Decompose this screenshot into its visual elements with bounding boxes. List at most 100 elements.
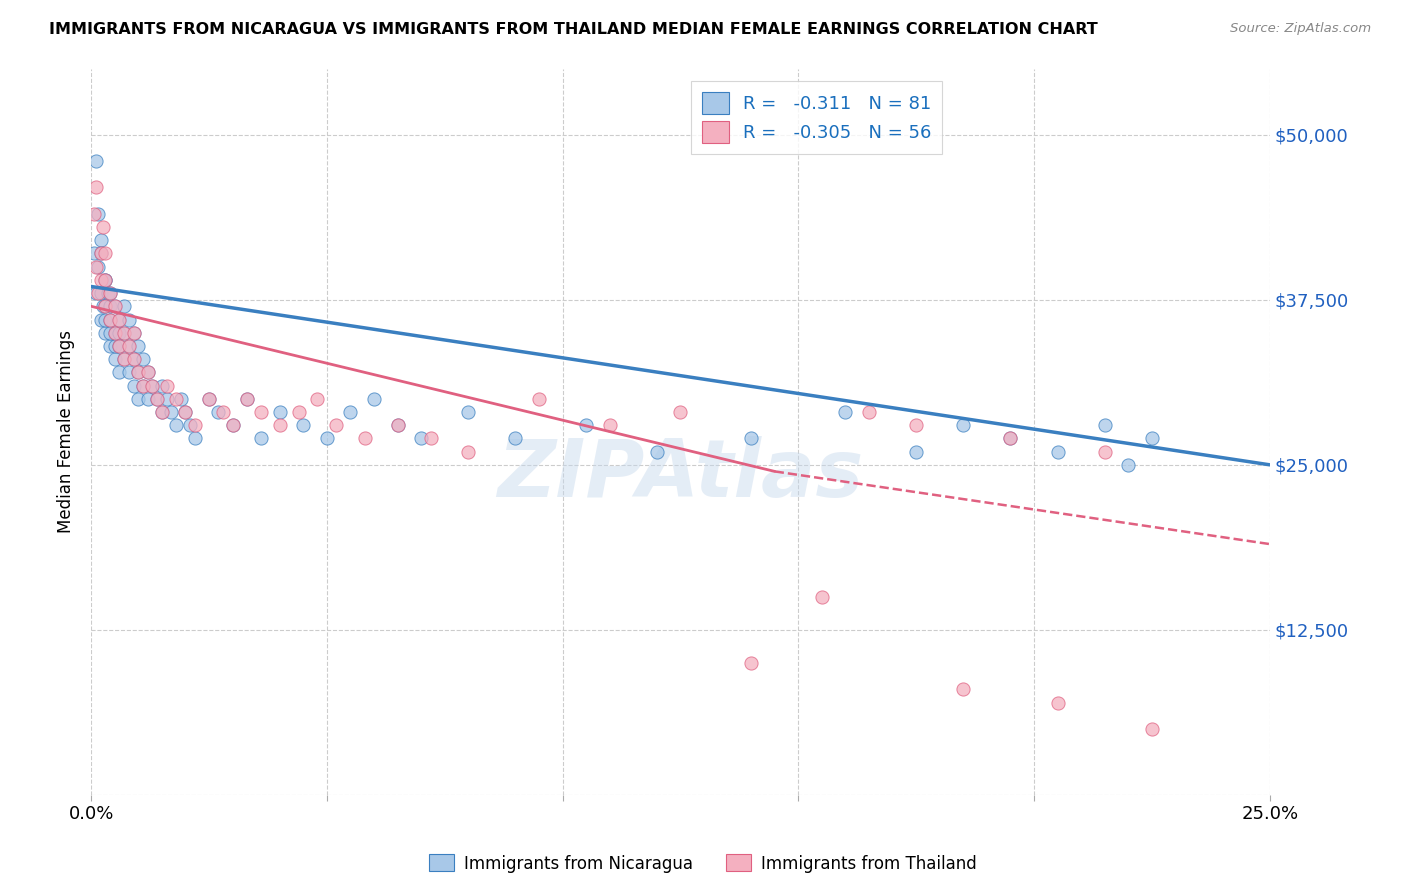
Point [811, 590, 834, 604]
Point [150, 378, 173, 392]
Point [146, 392, 169, 406]
Point [112, 326, 135, 340]
Point [104, 326, 127, 340]
Point [1140, 722, 1163, 736]
Point [155, 392, 177, 406]
Point [112, 326, 135, 340]
Point [108, 365, 131, 379]
Point [141, 378, 163, 392]
Point [84, 180, 107, 194]
Point [527, 392, 550, 406]
Legend: R =   -0.311   N = 81, R =   -0.305   N = 56: R = -0.311 N = 81, R = -0.305 N = 56 [690, 81, 942, 154]
Point [287, 405, 309, 419]
Point [740, 656, 762, 670]
Point [457, 444, 479, 458]
Point [1116, 458, 1139, 472]
Point [127, 365, 149, 379]
Point [645, 444, 668, 458]
Point [83, 207, 105, 221]
Point [84, 153, 107, 168]
Point [387, 418, 409, 433]
Point [141, 378, 163, 392]
Point [112, 352, 135, 367]
Point [98, 299, 121, 313]
Point [108, 312, 131, 326]
Point [104, 352, 127, 367]
Point [952, 682, 974, 697]
Point [235, 392, 257, 406]
Point [90, 312, 112, 326]
Point [184, 418, 207, 433]
Point [339, 405, 361, 419]
Point [122, 352, 145, 367]
Point [136, 365, 159, 379]
Point [315, 431, 337, 445]
Point [98, 286, 121, 301]
Point [136, 392, 159, 406]
Point [411, 431, 433, 445]
Point [146, 392, 169, 406]
Point [98, 339, 121, 353]
Point [94, 273, 117, 287]
Point [292, 418, 315, 433]
Point [122, 378, 145, 392]
Point [905, 418, 928, 433]
Point [575, 418, 598, 433]
Point [127, 365, 149, 379]
Point [90, 246, 112, 260]
Point [136, 365, 159, 379]
Point [118, 339, 141, 353]
Point [221, 418, 243, 433]
Point [98, 312, 121, 326]
Point [122, 352, 145, 367]
Point [94, 273, 117, 287]
Point [179, 418, 201, 433]
Text: IMMIGRANTS FROM NICARAGUA VS IMMIGRANTS FROM THAILAND MEDIAN FEMALE EARNINGS COR: IMMIGRANTS FROM NICARAGUA VS IMMIGRANTS … [49, 22, 1098, 37]
Point [1094, 444, 1116, 458]
Point [353, 431, 375, 445]
Point [212, 405, 235, 419]
Point [669, 405, 692, 419]
Point [198, 392, 221, 406]
Point [87, 286, 110, 301]
Point [94, 299, 117, 313]
Point [87, 260, 110, 274]
Point [84, 260, 107, 274]
Point [165, 418, 187, 433]
Point [325, 418, 347, 433]
Point [174, 405, 197, 419]
Text: Source: ZipAtlas.com: Source: ZipAtlas.com [1230, 22, 1371, 36]
Point [104, 339, 127, 353]
Point [363, 392, 385, 406]
Point [174, 405, 197, 419]
Point [90, 286, 112, 301]
Point [84, 286, 107, 301]
Point [91, 220, 114, 235]
Point [118, 339, 141, 353]
Point [457, 405, 479, 419]
Point [127, 339, 149, 353]
Point [112, 352, 135, 367]
Point [127, 392, 149, 406]
Point [132, 378, 155, 392]
Point [150, 405, 173, 419]
Point [858, 405, 880, 419]
Point [98, 326, 121, 340]
Point [1046, 444, 1069, 458]
Point [1140, 431, 1163, 445]
Point [155, 378, 177, 392]
Point [97, 286, 120, 301]
Point [94, 312, 117, 326]
Point [98, 286, 121, 301]
Point [307, 392, 329, 406]
Point [94, 273, 117, 287]
Point [94, 299, 117, 313]
Point [250, 431, 273, 445]
Point [952, 418, 974, 433]
Point [122, 326, 145, 340]
Point [108, 312, 131, 326]
Point [104, 326, 127, 340]
Point [122, 326, 145, 340]
Point [108, 339, 131, 353]
Point [1000, 431, 1022, 445]
